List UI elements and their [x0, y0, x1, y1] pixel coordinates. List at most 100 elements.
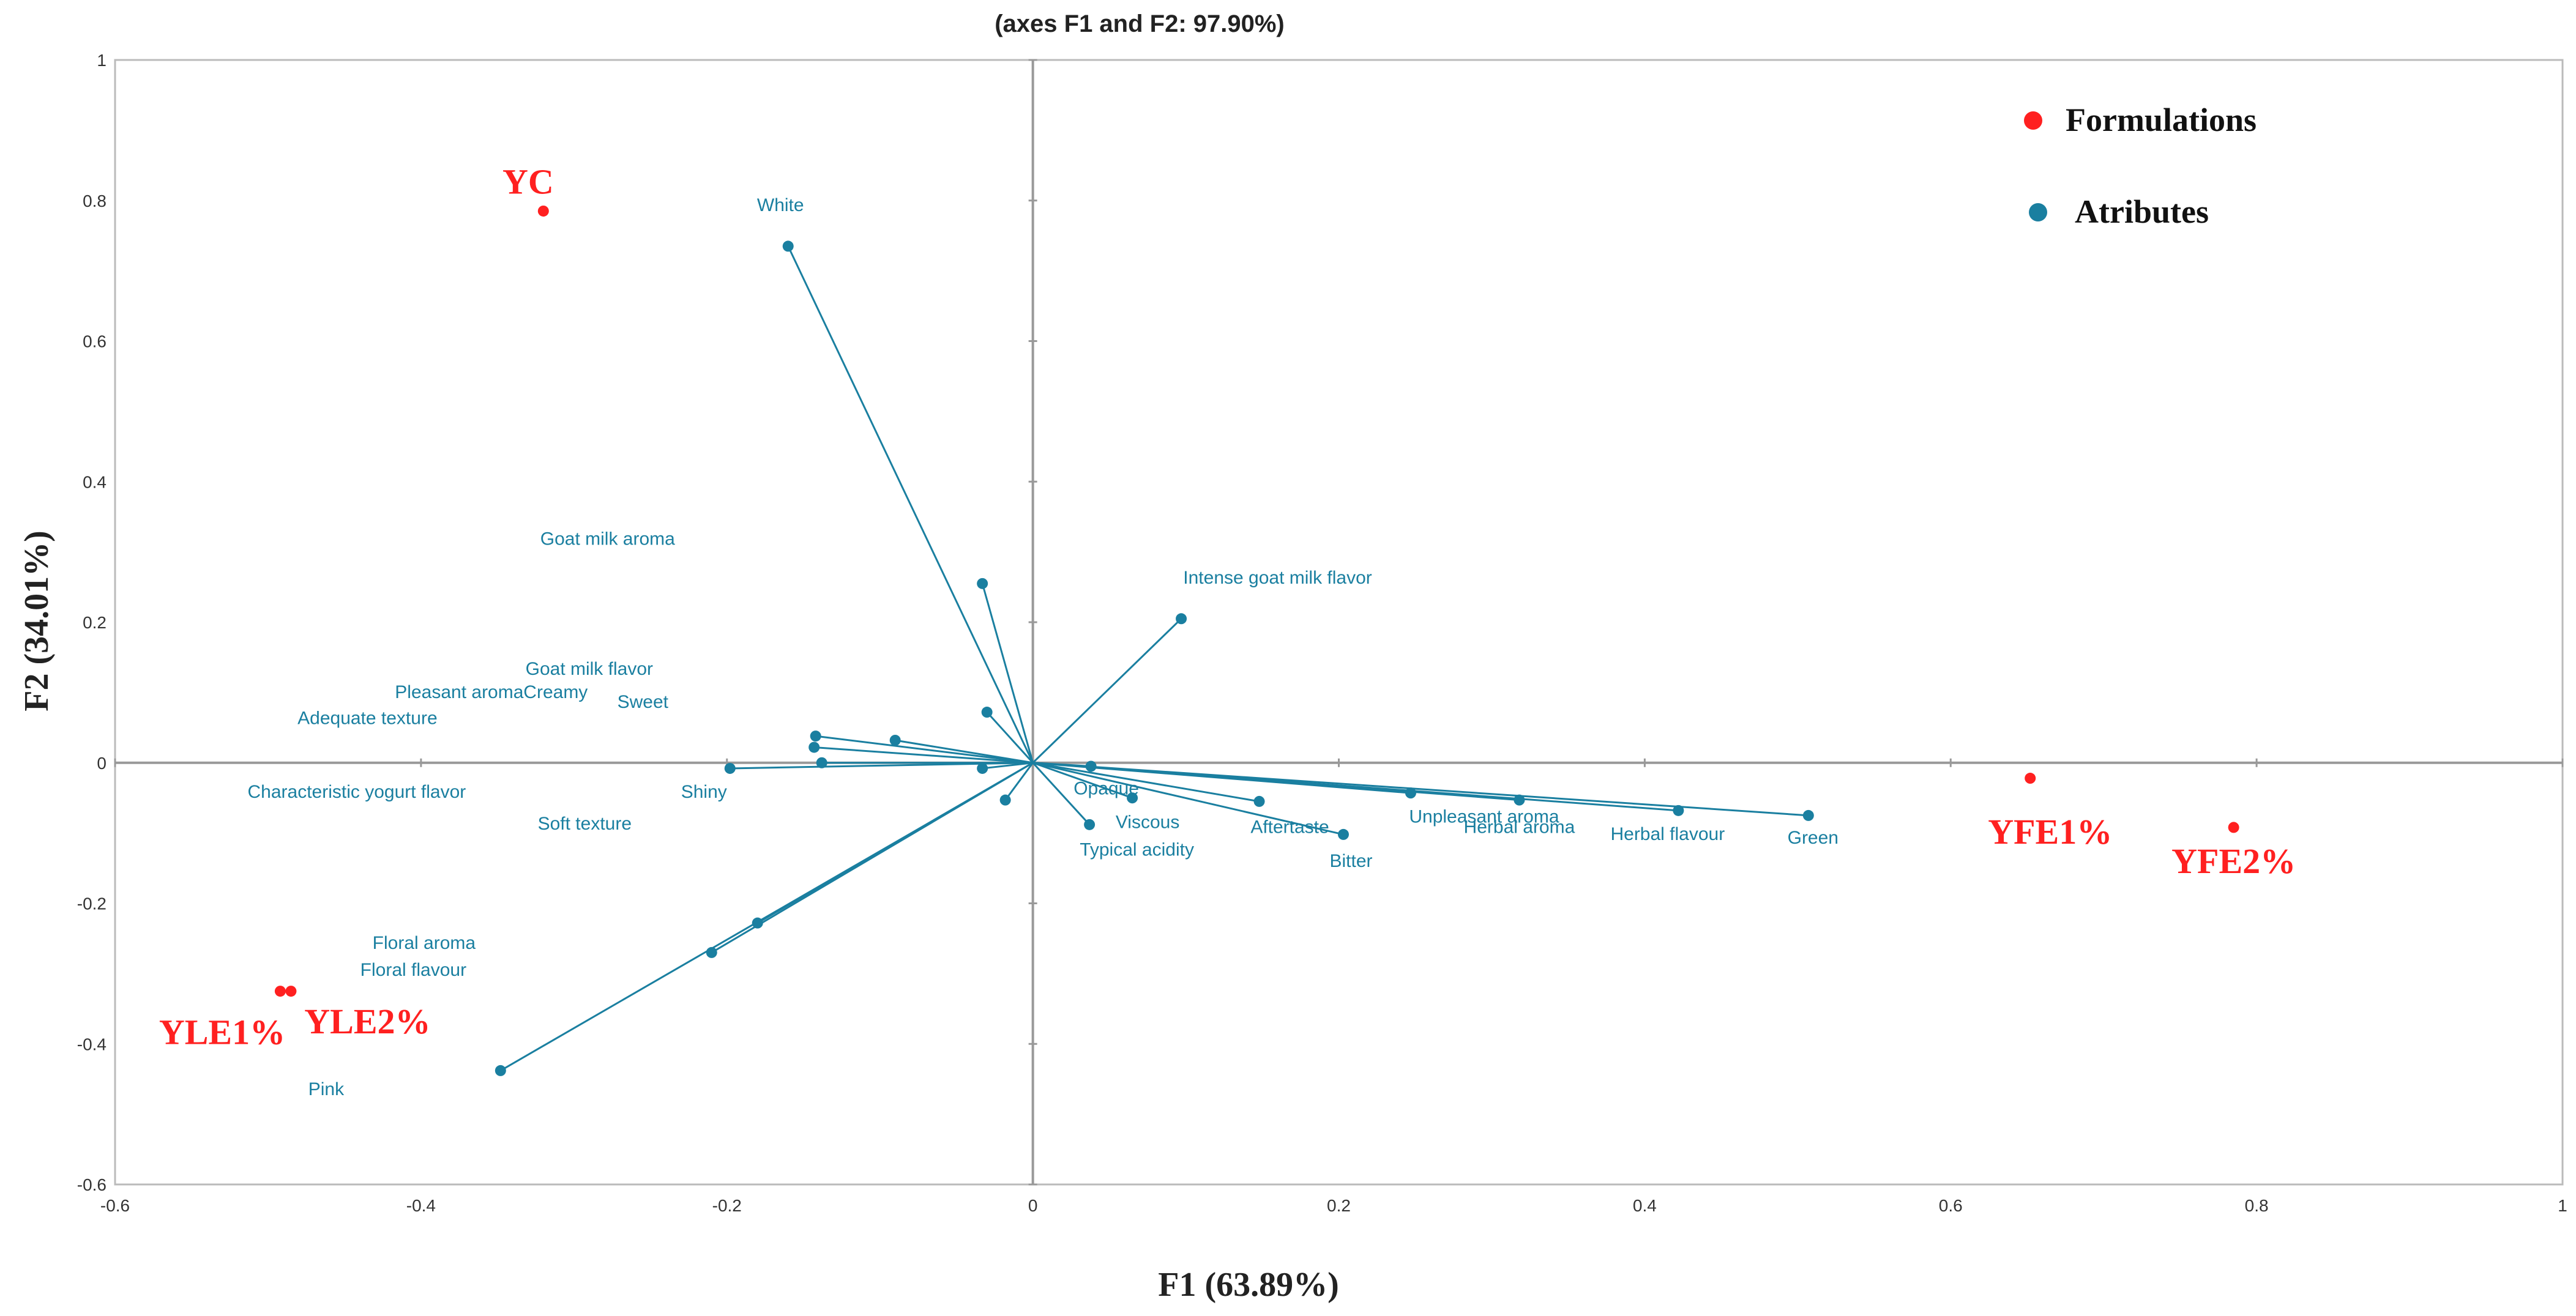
legend-atributes-label: Atributes	[2075, 193, 2209, 230]
legend: Formulations Atributes	[2024, 102, 2257, 230]
point-typical-acidity	[1084, 819, 1096, 830]
point-shiny	[724, 762, 736, 774]
vector-intense-goat-milk-flavor	[1032, 618, 1182, 764]
label-soft-texture: Soft texture	[538, 814, 632, 834]
x-tick-label: 0.4	[1633, 1196, 1657, 1215]
label-characteristic-yogurt-flavor: Characteristic yogurt flavor	[248, 782, 466, 802]
point-intense-goat-milk-flavor	[1176, 613, 1187, 625]
label-yfe1pct: YFE1%	[1988, 812, 2112, 852]
label-bitter: Bitter	[1329, 851, 1372, 871]
label-pink: Pink	[308, 1079, 345, 1099]
vector-goat-milk-aroma	[981, 583, 1034, 764]
vector-creamy	[895, 739, 1033, 764]
label-goat-milk-aroma: Goat milk aroma	[540, 529, 675, 549]
vector-white	[787, 245, 1034, 764]
label-aftertaste: Aftertaste	[1250, 817, 1329, 838]
point-goat-milk-flavor	[981, 707, 993, 718]
y-tick-labels: 1 0.8 0.6 0.4 0.2 0 -0.2 -0.4 -0.6	[77, 51, 106, 1194]
point-pink	[495, 1065, 506, 1076]
point-green	[1802, 809, 1814, 821]
vector-viscous	[1032, 762, 1133, 799]
point-floral-flavour	[752, 917, 763, 929]
point-adequate-texture	[816, 757, 827, 768]
attribute-points: White Intense goat milk flavor Goat milk a…	[248, 195, 1839, 1099]
vector-characteristic-yogurt-flavor	[982, 762, 1033, 770]
point-yfe1pct	[2025, 773, 2036, 784]
formulation-points: YC YFE1% YFE2% YLE1% YLE2%	[159, 162, 2296, 1052]
x-tick-labels: -0.6 -0.4 -0.2 0 0.2 0.4 0.6 0.8 1	[100, 1196, 2567, 1215]
label-adequate-texture: Adequate texture	[297, 708, 438, 729]
point-yfe2pct	[2228, 822, 2239, 833]
y-tick-label: -0.4	[77, 1035, 106, 1054]
point-characteristic-yogurt-flavor	[977, 762, 988, 774]
x-tick-label: 1	[2558, 1196, 2567, 1215]
label-pleasant-aroma: Pleasant aroma	[395, 682, 523, 702]
vector-typical-acidity	[1032, 762, 1091, 825]
y-tick-label: -0.2	[77, 894, 106, 913]
y-tick-label: 0	[97, 754, 106, 773]
label-floral-aroma: Floral aroma	[373, 933, 476, 953]
y-tick-label: 0.8	[83, 191, 106, 210]
y-tick-label: 0.4	[83, 472, 106, 491]
vector-pleasant-aroma	[815, 735, 1033, 764]
point-white	[782, 240, 794, 252]
point-creamy	[889, 734, 901, 746]
label-herbal-flavour: Herbal flavour	[1610, 824, 1725, 844]
legend-atributes-marker	[2029, 203, 2047, 221]
y-tick-label: 1	[97, 51, 106, 70]
point-pleasant-aroma	[810, 730, 821, 742]
label-green: Green	[1788, 828, 1839, 848]
label-sweet: Sweet	[618, 692, 669, 712]
x-tick-label: -0.2	[712, 1196, 742, 1215]
point-aftertaste	[1253, 795, 1265, 807]
y-tick-label: -0.6	[77, 1175, 106, 1194]
label-typical-acidity: Typical acidity	[1080, 839, 1194, 860]
point-unpleasant-aroma	[1405, 787, 1416, 799]
label-goat-milk-flavor: Goat milk flavor	[526, 659, 653, 679]
point-sweet	[808, 742, 820, 753]
point-soft-texture	[999, 794, 1011, 806]
label-yc: YC	[502, 162, 554, 201]
label-yle1pct: YLE1%	[159, 1012, 285, 1052]
attribute-vectors	[500, 245, 1809, 1072]
point-herbal-aroma	[1514, 794, 1525, 806]
label-yfe2pct: YFE2%	[2171, 841, 2296, 881]
label-viscous: Viscous	[1116, 812, 1180, 833]
label-shiny: Shiny	[681, 782, 727, 802]
label-white: White	[757, 195, 804, 215]
point-viscous	[1127, 792, 1138, 804]
chart-title: (axes F1 and F2: 97.90%)	[995, 10, 1285, 37]
x-tick-label: 0.6	[1939, 1196, 1963, 1215]
vector-pink	[500, 762, 1034, 1072]
x-tick-label: 0	[1028, 1196, 1038, 1215]
vector-bitter	[1032, 762, 1344, 836]
legend-formulations-label: Formulations	[2066, 102, 2257, 138]
x-tick-label: 0.8	[2245, 1196, 2269, 1215]
label-floral-flavour: Floral flavour	[360, 960, 466, 980]
vector-goat-milk-flavor	[986, 712, 1034, 764]
x-tick-label: 0.2	[1327, 1196, 1351, 1215]
x-axis-title: F1 (63.89%)	[1158, 1266, 1339, 1304]
x-tick-label: -0.4	[406, 1196, 436, 1215]
label-unpleasant-aroma: Unpleasant aroma	[1409, 806, 1559, 827]
point-yle2pct	[285, 986, 297, 997]
vector-soft-texture	[1004, 762, 1034, 801]
label-yle2pct: YLE2%	[304, 1002, 430, 1041]
label-creamy: Creamy	[523, 682, 588, 702]
x-tick-label: -0.6	[100, 1196, 130, 1215]
y-tick-label: 0.6	[83, 332, 106, 351]
y-tick-label: 0.2	[83, 613, 106, 632]
zero-axis-tick-marks	[114, 59, 2564, 1186]
y-axis-title: F2 (34.01%)	[18, 530, 56, 712]
vector-aftertaste	[1032, 762, 1260, 803]
point-herbal-flavour	[1673, 805, 1684, 816]
point-goat-milk-aroma	[977, 578, 988, 589]
plot-frame	[114, 59, 2564, 1186]
point-floral-aroma	[706, 946, 717, 958]
point-bitter	[1337, 828, 1349, 840]
label-intense-goat-milk-flavor: Intense goat milk flavor	[1183, 568, 1372, 588]
point-opaque	[1085, 760, 1097, 772]
point-yle1pct	[274, 986, 286, 997]
